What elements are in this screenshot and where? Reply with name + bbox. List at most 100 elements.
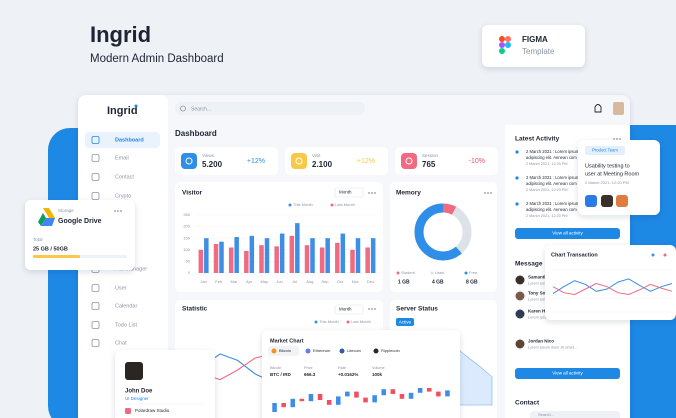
user-avatar[interactable] bbox=[613, 102, 624, 115]
nav-item[interactable]: Email bbox=[115, 155, 129, 161]
period-label[interactable]: Month bbox=[339, 190, 352, 195]
market-stat-label: Rate bbox=[338, 366, 346, 370]
figma-title: FIGMA bbox=[522, 35, 548, 44]
more-dot bbox=[490, 192, 492, 194]
coin-icon bbox=[271, 348, 277, 354]
y-tick-label: 250 bbox=[183, 212, 190, 217]
legend-label: Free bbox=[469, 270, 478, 275]
more-dot bbox=[616, 138, 618, 140]
stat-icon-glyph bbox=[405, 157, 413, 165]
nav-item[interactable]: Contact bbox=[115, 174, 134, 180]
activity-title: Latest Activity bbox=[515, 136, 560, 143]
message-button-label[interactable]: View all activity bbox=[552, 371, 583, 376]
candle-body bbox=[445, 390, 450, 397]
nav-icon bbox=[91, 136, 100, 144]
message-avatar bbox=[515, 309, 525, 319]
market-stat-label: Price bbox=[304, 366, 313, 370]
y-tick-label: 50 bbox=[186, 258, 191, 263]
candle-body bbox=[308, 394, 314, 402]
product-tag-label: Product Team bbox=[592, 148, 618, 153]
nav-item[interactable]: User bbox=[115, 285, 127, 291]
search-box[interactable] bbox=[175, 102, 365, 115]
bar bbox=[350, 249, 355, 273]
bar bbox=[213, 244, 219, 273]
stat-icon bbox=[181, 153, 197, 169]
nav-item[interactable]: Dashboard bbox=[115, 137, 144, 143]
candle-body bbox=[399, 394, 405, 399]
candle-body bbox=[326, 400, 332, 405]
activity-date: 2 March 2021, 12:20 PM bbox=[526, 162, 568, 166]
activity-button-label[interactable]: View all activity bbox=[552, 231, 583, 236]
timeline-dot bbox=[515, 150, 519, 154]
drive-logo-yellow bbox=[43, 208, 55, 218]
activity-date: 2 March 2021, 12:20 PM bbox=[526, 214, 568, 218]
bar bbox=[264, 238, 270, 273]
bar bbox=[234, 237, 239, 273]
market-stat-value: 100k bbox=[372, 372, 383, 377]
market-stat-value: +0.0162% bbox=[338, 372, 358, 377]
message-button[interactable] bbox=[515, 368, 620, 379]
legend-swatch bbox=[314, 320, 318, 324]
activity-text: 2 March 2021 : Lorem ipsum dolor bbox=[526, 149, 590, 154]
memory-value: 1 GB bbox=[398, 279, 410, 285]
product-card bbox=[578, 140, 660, 215]
market-tab[interactable] bbox=[268, 346, 299, 356]
x-tick-label: Oct bbox=[337, 279, 344, 284]
market-tab[interactable] bbox=[336, 346, 367, 356]
profile-name: John Doe bbox=[125, 389, 153, 395]
coin-icon bbox=[373, 348, 379, 354]
legend-swatch bbox=[430, 271, 434, 275]
market-stat-value: BTC / IRD bbox=[270, 372, 291, 377]
nav-active-bg bbox=[85, 132, 160, 148]
more-dot bbox=[117, 210, 119, 212]
activity-date: 2 March 2021, 12:20 PM bbox=[526, 188, 568, 192]
stat-card bbox=[395, 147, 498, 175]
search-placeholder: Search... bbox=[191, 106, 211, 112]
figma-logo-part bbox=[499, 42, 505, 48]
period-select[interactable] bbox=[334, 304, 364, 315]
x-tick-label: Apr bbox=[246, 279, 253, 284]
bar bbox=[259, 245, 264, 273]
market-tab[interactable] bbox=[370, 346, 401, 356]
market-tab[interactable] bbox=[302, 346, 333, 356]
y-tick-label: 200 bbox=[183, 224, 190, 229]
contact-search[interactable] bbox=[530, 411, 620, 418]
line-series bbox=[552, 278, 673, 295]
more-dot bbox=[374, 192, 376, 194]
nav-item[interactable]: Todo List bbox=[115, 322, 137, 328]
period-label[interactable]: Month bbox=[339, 307, 352, 312]
statistic-title: Statistic bbox=[182, 306, 208, 313]
nav-icon bbox=[91, 302, 100, 310]
x-tick-label: Dec bbox=[367, 279, 374, 284]
memory-value: 8 GB bbox=[466, 279, 478, 285]
activity-button[interactable] bbox=[515, 228, 620, 239]
market-tab-label[interactable]: Ripplecoin bbox=[381, 348, 400, 353]
legend-label: This Month bbox=[319, 319, 339, 324]
nav-item[interactable]: Chat bbox=[115, 340, 127, 346]
nav-item[interactable]: Calendar bbox=[115, 303, 137, 309]
nav-item[interactable]: Crypto bbox=[115, 193, 131, 199]
bell-icon[interactable] bbox=[594, 104, 602, 113]
bar bbox=[304, 245, 310, 273]
more-dot bbox=[368, 308, 370, 310]
legend-swatch bbox=[651, 253, 655, 257]
progress-fill bbox=[33, 255, 80, 258]
x-tick-label: Aug bbox=[306, 279, 313, 284]
candle-body bbox=[381, 389, 387, 396]
more-dot bbox=[371, 192, 373, 194]
page-title: Dashboard bbox=[175, 129, 217, 138]
market-tab-label[interactable]: Bitcoin bbox=[279, 348, 291, 353]
x-tick-label: Jul bbox=[292, 279, 297, 284]
market-tab-label[interactable]: Litecoin bbox=[347, 348, 361, 353]
donut-segment bbox=[414, 203, 472, 261]
market-tab-label[interactable]: Ethereum bbox=[313, 348, 331, 353]
legend-swatch bbox=[330, 203, 334, 207]
x-tick-label: Mar bbox=[230, 279, 238, 284]
candle-body bbox=[426, 388, 432, 392]
legend-label: Last Month bbox=[351, 319, 371, 324]
drive-logo-blue bbox=[41, 218, 55, 226]
nav-icon bbox=[91, 154, 100, 162]
period-select[interactable] bbox=[334, 187, 364, 198]
candle-body bbox=[408, 392, 414, 399]
profile-company: Polardraw Studio bbox=[135, 408, 170, 413]
